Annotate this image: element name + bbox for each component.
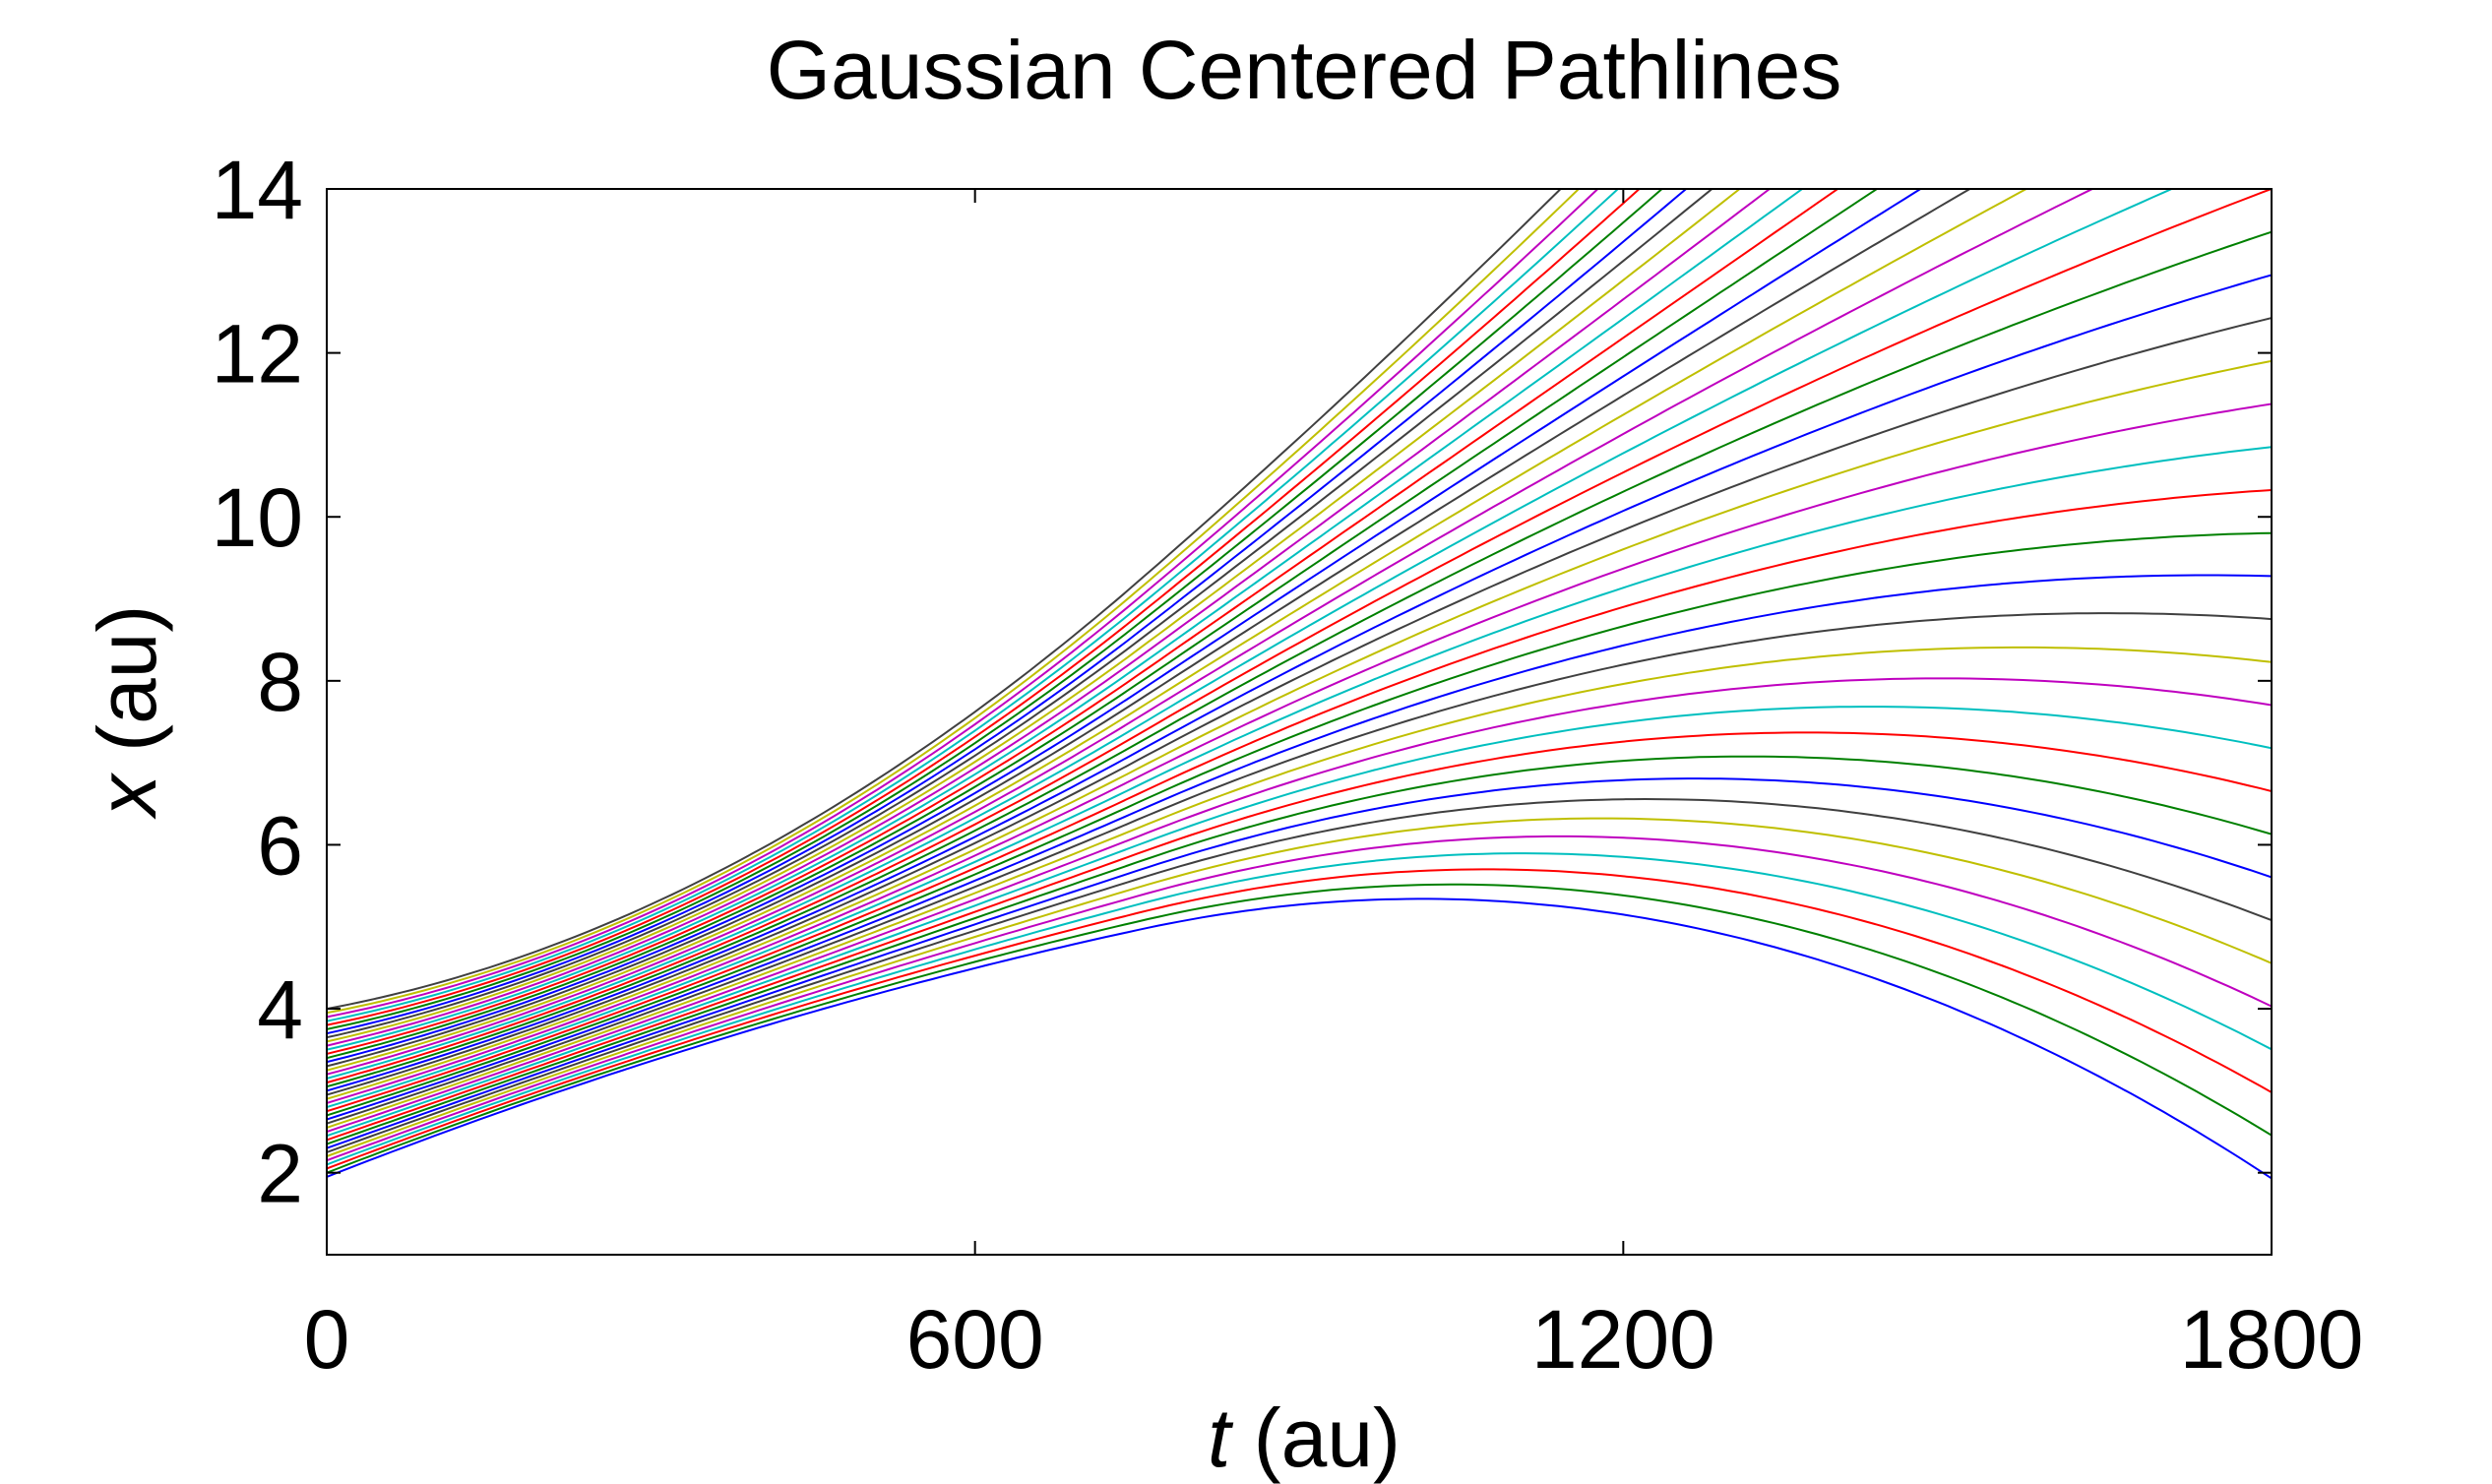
pathline-10 xyxy=(327,731,2272,1142)
pathline-26 xyxy=(327,189,2095,1076)
pathlines xyxy=(327,189,2272,1180)
pathline-6 xyxy=(327,817,2272,1157)
pathline-32 xyxy=(327,189,1804,1051)
pathline-8 xyxy=(327,777,2272,1149)
x-tick-label: 600 xyxy=(906,1293,1044,1386)
pathline-41 xyxy=(327,189,1581,1015)
pathline-7 xyxy=(327,797,2272,1153)
pathline-4 xyxy=(327,852,2272,1166)
x-tick-label: 1800 xyxy=(2180,1293,2364,1386)
chart-title: Gaussian Centered Pathlines xyxy=(767,24,1842,116)
pathline-17 xyxy=(327,489,2272,1113)
pathline-9 xyxy=(327,755,2272,1145)
pathline-28 xyxy=(327,189,1972,1068)
x-axis-label: t (au) xyxy=(1208,1391,1401,1484)
plot-frame xyxy=(326,188,2273,1256)
pathline-12 xyxy=(327,677,2272,1133)
pathline-31 xyxy=(327,189,1839,1055)
y-tick-label: 14 xyxy=(212,144,303,236)
pathline-3 xyxy=(327,868,2272,1170)
y-tick-label: 10 xyxy=(212,471,303,564)
pathline-24 xyxy=(327,189,2272,1084)
pathline-18 xyxy=(327,446,2272,1108)
pathline-40 xyxy=(327,189,1599,1019)
y-tick-label: 12 xyxy=(212,308,303,401)
pathline-21 xyxy=(327,317,2272,1096)
pathline-29 xyxy=(327,189,1923,1064)
pathline-13 xyxy=(327,646,2272,1129)
pathline-42 xyxy=(327,189,1563,1011)
pathline-20 xyxy=(327,359,2272,1100)
pathline-22 xyxy=(327,274,2272,1092)
y-axis-label: x (au) xyxy=(81,605,173,821)
pathline-25 xyxy=(327,189,2174,1080)
y-tick-label: 8 xyxy=(257,636,303,728)
y-axis: 2 4 6 8 10 12 14 xyxy=(212,144,2272,1220)
pathline-2 xyxy=(327,883,2272,1174)
x-tick-label: 1200 xyxy=(1531,1293,1715,1386)
y-tick-label: 2 xyxy=(257,1128,303,1220)
pathline-34 xyxy=(327,189,1742,1043)
pathline-37 xyxy=(327,189,1664,1030)
pathline-19 xyxy=(327,402,2272,1104)
x-axis-symbol: t xyxy=(1208,1391,1234,1484)
pathline-30 xyxy=(327,189,1879,1060)
y-axis-unit: (au) xyxy=(81,605,173,775)
y-tick-label: 6 xyxy=(257,799,303,892)
pathline-5 xyxy=(327,835,2272,1162)
y-tick-label: 4 xyxy=(257,963,303,1056)
pathline-38 xyxy=(327,189,1642,1026)
pathline-16 xyxy=(327,531,2272,1117)
pathline-1 xyxy=(327,897,2272,1180)
x-axis: 0 600 1200 1800 xyxy=(304,189,2364,1386)
pathline-36 xyxy=(327,189,1688,1035)
x-axis-unit: (au) xyxy=(1230,1391,1401,1484)
pathline-33 xyxy=(327,189,1772,1047)
pathline-35 xyxy=(327,189,1713,1039)
x-tick-label: 0 xyxy=(304,1293,350,1386)
pathline-27 xyxy=(327,189,2028,1072)
y-axis-symbol: x xyxy=(81,772,173,820)
pathline-39 xyxy=(327,189,1620,1022)
pathline-23 xyxy=(327,230,2272,1088)
pathline-15 xyxy=(327,574,2272,1121)
pathline-14 xyxy=(327,612,2272,1125)
pathline-11 xyxy=(327,706,2272,1138)
